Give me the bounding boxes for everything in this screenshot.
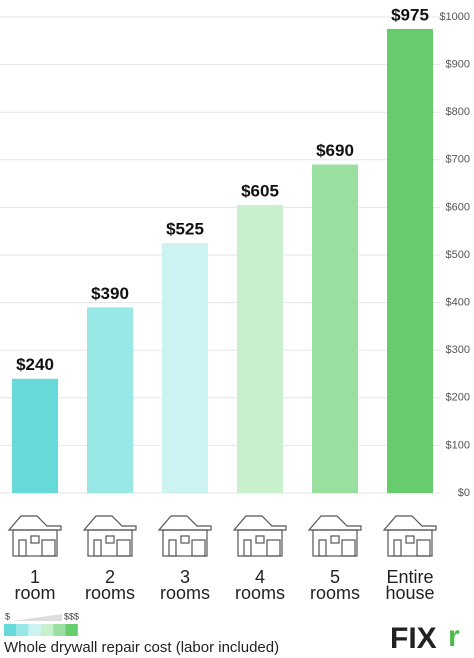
bar (12, 378, 58, 493)
house-garage (416, 539, 431, 557)
value-label: $240 (16, 355, 54, 374)
house-icon (232, 515, 287, 557)
house-garage (341, 539, 356, 557)
legend-high: $$$ (64, 611, 79, 621)
house-door (243, 539, 252, 557)
house-garage (266, 539, 281, 557)
house-roof (382, 515, 437, 531)
house-window (180, 535, 190, 544)
y-tick-label: $600 (446, 201, 470, 213)
legend-swatch (53, 624, 66, 636)
house-door (393, 539, 402, 557)
y-tick-label: $100 (446, 439, 470, 451)
x-tick-label: Entire house (385, 567, 434, 603)
house-body (387, 529, 433, 557)
y-tick-label: $500 (446, 249, 470, 261)
house-door (18, 539, 27, 557)
house-body (237, 529, 283, 557)
house-icon (82, 515, 137, 557)
legend-swatch (40, 624, 54, 636)
house-roof (232, 515, 287, 531)
house-garage (116, 539, 131, 557)
value-label: $605 (241, 182, 279, 201)
house-body (87, 529, 133, 557)
house-roof (307, 515, 362, 531)
legend-swatch (4, 624, 17, 636)
logo-accent: r (448, 620, 460, 653)
bar (162, 243, 208, 493)
x-tick-label: 3 rooms (160, 567, 210, 603)
house-window (105, 535, 115, 544)
logo: FIX (390, 622, 437, 655)
legend-swatch (28, 624, 41, 636)
y-tick-label: $0 (458, 487, 470, 499)
bar (237, 205, 283, 493)
house-icon (157, 515, 212, 557)
value-label: $690 (316, 141, 354, 160)
legend-low: $ (5, 611, 10, 621)
y-tick-label: $400 (446, 297, 470, 309)
house-window (30, 535, 40, 544)
x-tick-label: 2 rooms (85, 567, 135, 603)
house-garage (191, 539, 206, 557)
house-door (93, 539, 102, 557)
house-icon (382, 515, 437, 557)
y-tick-label: $700 (446, 154, 470, 166)
x-tick-label: 1 room (14, 567, 55, 603)
house-window (405, 535, 415, 544)
legend-swatch (65, 624, 78, 636)
house-roof (157, 515, 212, 531)
x-tick-label: 5 rooms (310, 567, 360, 603)
house-roof (82, 515, 137, 531)
house-icon (307, 515, 362, 557)
y-tick-label: $800 (446, 106, 470, 118)
house-window (255, 535, 265, 544)
value-label: $525 (166, 220, 204, 239)
house-body (312, 529, 358, 557)
x-tick-label: 4 rooms (235, 567, 285, 603)
y-tick-label: $1000 (439, 11, 470, 23)
y-tick-label: $900 (446, 59, 470, 71)
house-roof (7, 515, 62, 531)
house-icon (7, 515, 62, 557)
house-garage (41, 539, 56, 557)
bar (87, 307, 133, 493)
house-body (162, 529, 208, 557)
house-body (12, 529, 58, 557)
value-label: $975 (391, 5, 429, 24)
y-tick-label: $200 (446, 392, 470, 404)
house-door (168, 539, 177, 557)
bar (312, 164, 358, 493)
legend-swatch (16, 624, 29, 636)
house-window (330, 535, 340, 544)
house-door (318, 539, 327, 557)
y-tick-label: $300 (446, 344, 470, 356)
value-label: $390 (91, 284, 129, 303)
legend-wedge (12, 614, 62, 621)
legend-caption: Whole drywall repair cost (labor include… (4, 639, 279, 656)
bar (387, 28, 433, 494)
